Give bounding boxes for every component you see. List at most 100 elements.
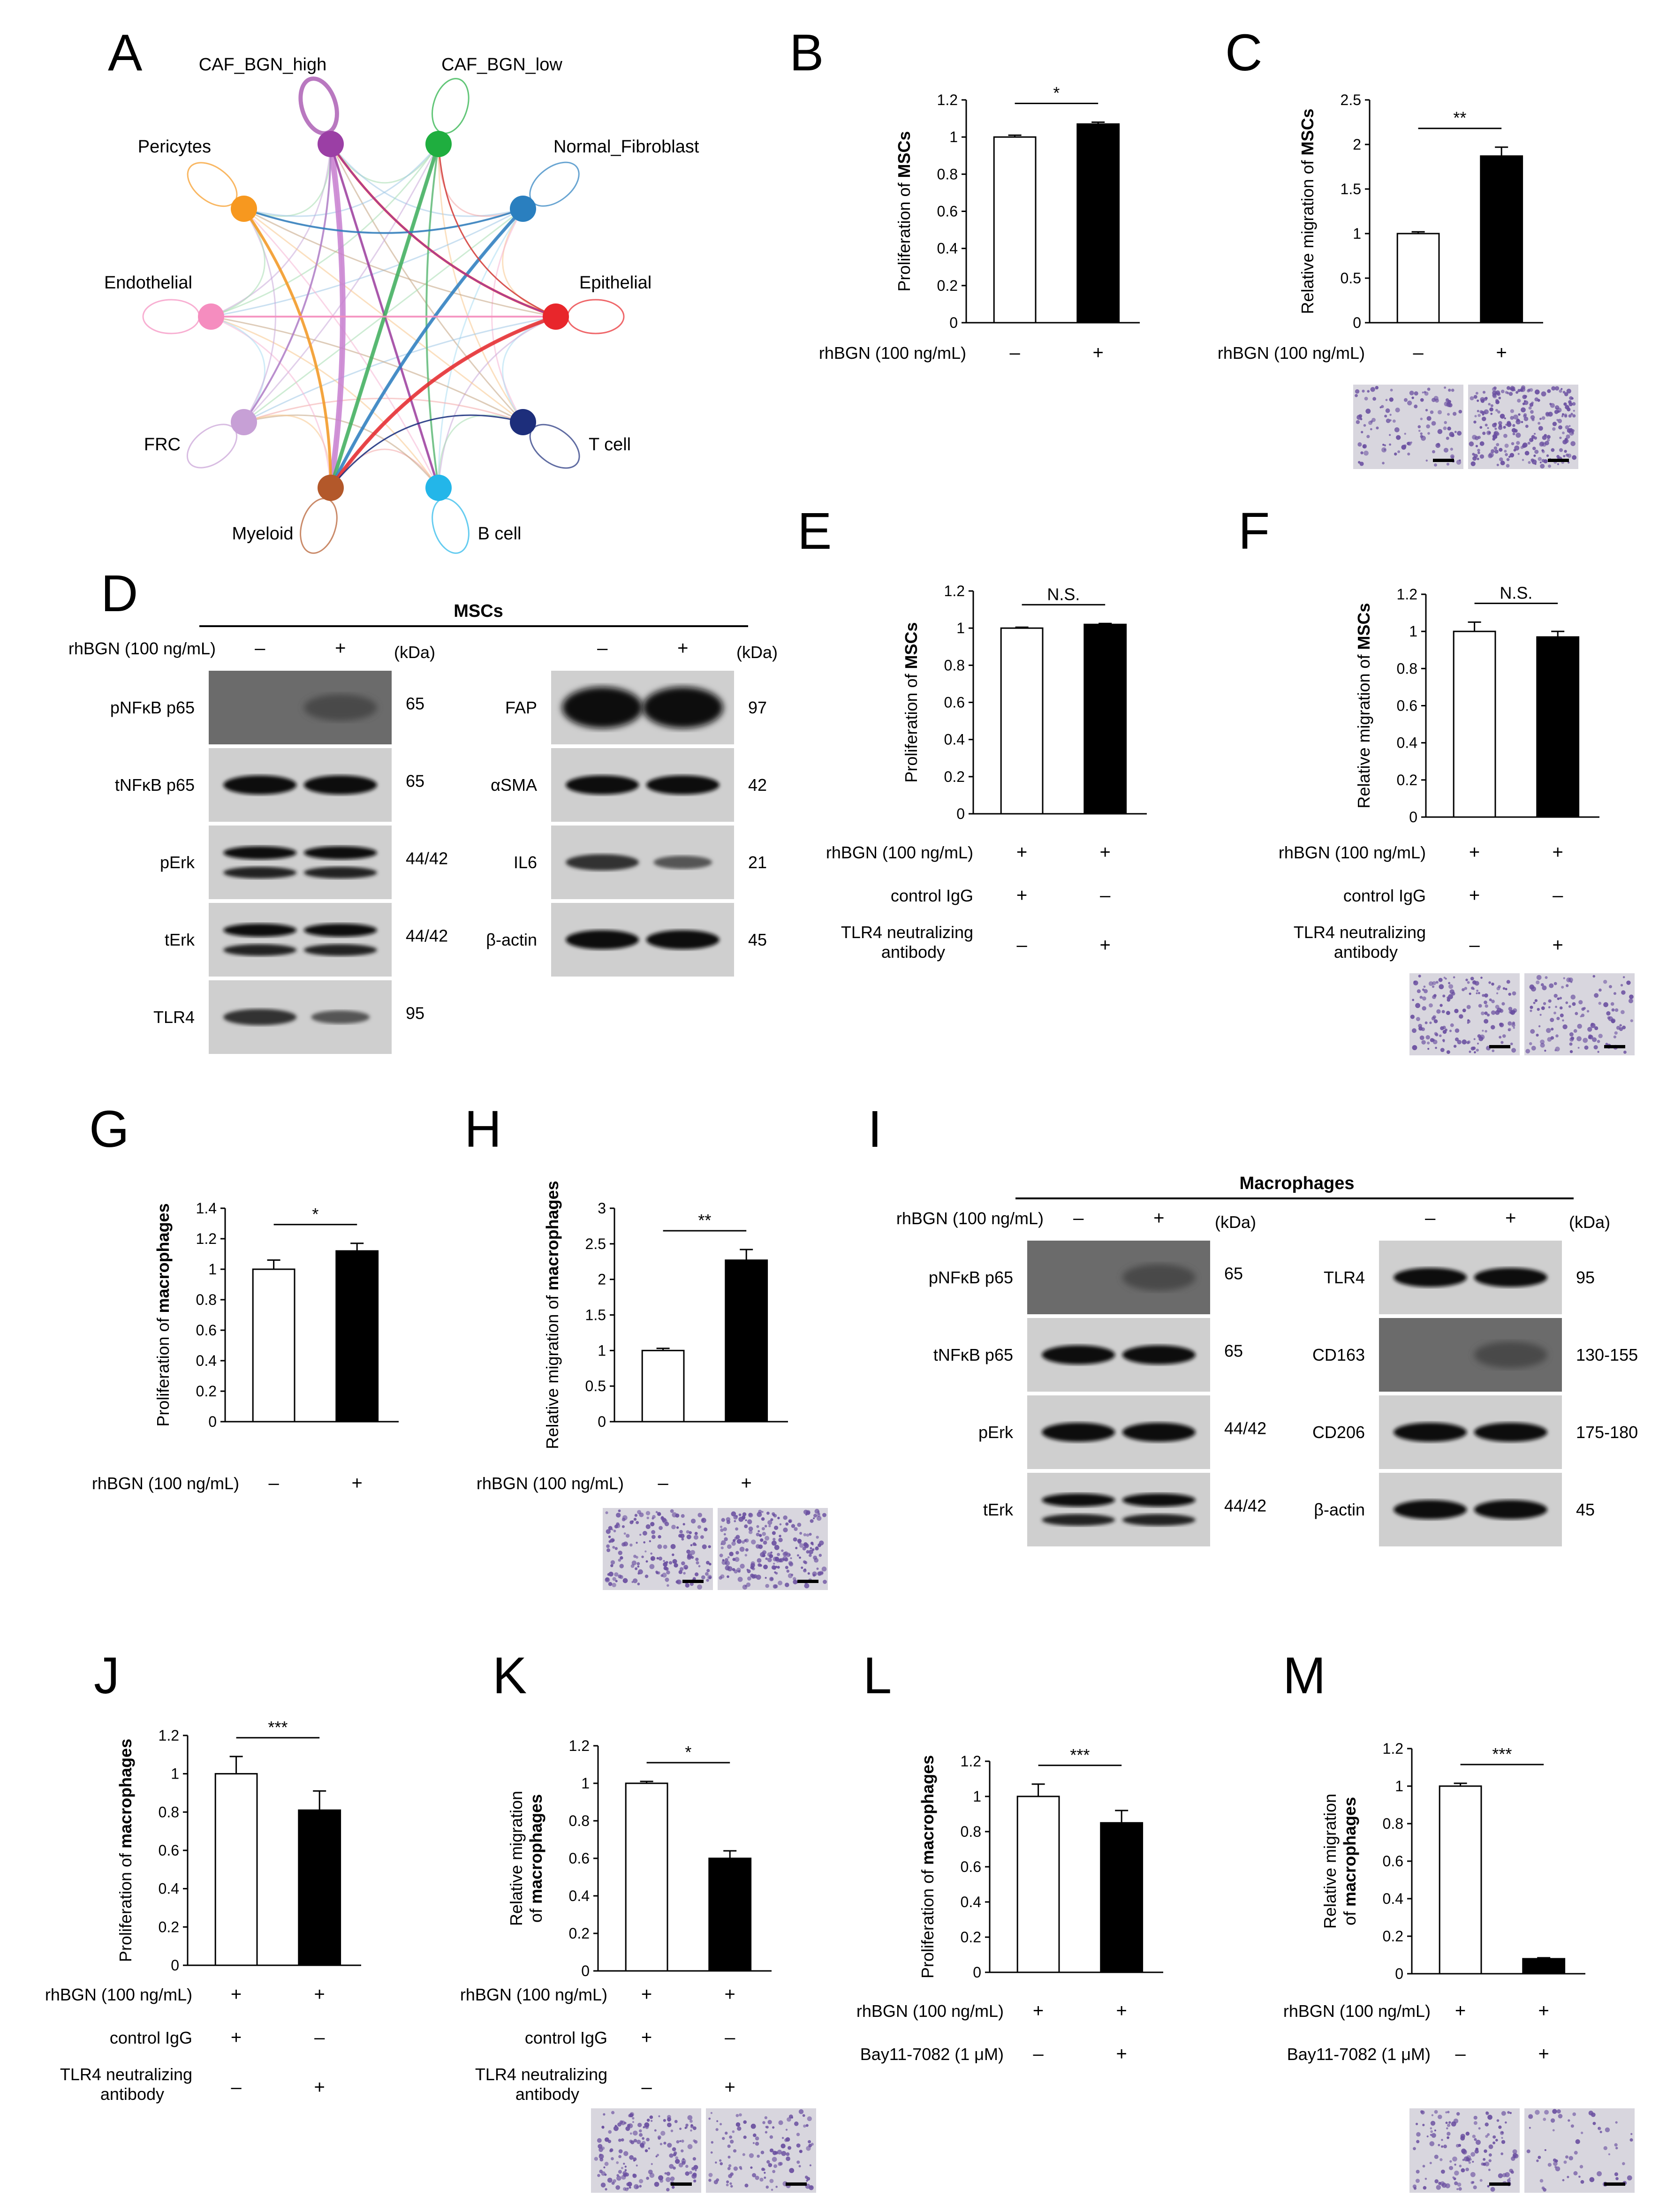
- stained-cell: [641, 1555, 644, 1558]
- stained-cell: [1581, 1014, 1585, 1017]
- stained-cell: [1541, 391, 1546, 397]
- stained-cell: [1559, 389, 1562, 393]
- stained-cell: [809, 1553, 812, 1557]
- blot-kda: 65: [1224, 1341, 1243, 1361]
- bar: [1453, 630, 1496, 818]
- stained-cell: [799, 1556, 801, 1559]
- stained-cell: [1431, 1016, 1436, 1021]
- blot-background: [209, 903, 392, 977]
- western-blot: [1027, 1395, 1210, 1469]
- stained-cell: [1467, 1040, 1471, 1044]
- stained-cell: [746, 1582, 751, 1587]
- stained-cell: [1571, 429, 1575, 432]
- y-tick-label: 0.8: [196, 1291, 217, 1308]
- stained-cell: [636, 2139, 641, 2144]
- stained-cell: [1509, 453, 1515, 458]
- western-blot: [1027, 1318, 1210, 1392]
- bar: [1396, 233, 1440, 324]
- stained-cell: [598, 2144, 603, 2149]
- stained-cell: [1506, 458, 1510, 462]
- stained-cell: [618, 2170, 622, 2174]
- stained-cell: [786, 2152, 790, 2156]
- stained-cell: [651, 1558, 653, 1561]
- stained-cell: [821, 1566, 827, 1572]
- stained-cell: [1501, 2111, 1506, 2116]
- stained-cell: [688, 1554, 690, 1556]
- stained-cell: [1450, 1023, 1454, 1027]
- y-tick-label: 0.6: [159, 1842, 179, 1859]
- stained-cell: [679, 1567, 684, 1571]
- stained-cell: [1363, 424, 1366, 427]
- stained-cell: [725, 1561, 730, 1566]
- stained-cell: [1561, 413, 1564, 416]
- stained-cell: [1572, 2112, 1576, 2116]
- stained-cell: [1429, 2162, 1432, 2165]
- stained-cell: [1412, 1028, 1417, 1033]
- network-edge: [211, 208, 265, 318]
- stained-cell: [1533, 1001, 1536, 1004]
- stained-cell: [651, 1535, 656, 1539]
- significance-label: **: [1453, 108, 1466, 128]
- stained-cell: [721, 1518, 725, 1522]
- stained-cell: [1447, 2136, 1450, 2139]
- stained-cell: [1433, 1019, 1438, 1023]
- stained-cell: [1443, 977, 1446, 979]
- stained-cell: [1580, 2180, 1584, 2184]
- stained-cell: [670, 2176, 675, 2182]
- stained-cell: [697, 1525, 701, 1529]
- stained-cell: [1567, 2175, 1569, 2178]
- stained-cell: [1426, 424, 1430, 429]
- stained-cell: [1446, 1011, 1450, 1015]
- stained-cell: [702, 1544, 707, 1549]
- stained-cell: [1542, 435, 1547, 440]
- stained-cell: [768, 1524, 771, 1528]
- stained-cell: [636, 2164, 638, 2167]
- stained-cell: [704, 1527, 708, 1531]
- stained-cell: [637, 1565, 640, 1568]
- significance-label: **: [698, 1211, 711, 1230]
- blot-band: [1042, 1345, 1115, 1364]
- network-edge: [438, 144, 524, 423]
- stained-cell: [1531, 459, 1537, 465]
- stained-cell: [1360, 451, 1364, 455]
- stained-cell: [744, 2183, 749, 2188]
- stained-cell: [618, 1558, 621, 1562]
- stained-cell: [1485, 1004, 1488, 1008]
- blot-label: tErk: [983, 1500, 1014, 1519]
- significance-label: N.S.: [1047, 584, 1080, 604]
- stained-cell: [806, 1511, 811, 1515]
- stained-cell: [697, 1584, 702, 1590]
- stained-cell: [1568, 425, 1571, 427]
- stained-cell: [719, 2159, 722, 2162]
- stained-cell: [671, 1524, 676, 1530]
- stained-cell: [724, 1537, 728, 1541]
- stained-cell: [1510, 416, 1514, 420]
- stained-cell: [618, 2155, 621, 2159]
- stained-cell: [1422, 996, 1426, 1001]
- stained-cell: [1501, 2131, 1504, 2134]
- stained-cell: [1357, 442, 1362, 447]
- stained-cell: [646, 2176, 650, 2180]
- stained-cell: [1422, 2123, 1425, 2127]
- network-edge: [211, 144, 439, 318]
- blot-band: [1474, 1268, 1547, 1287]
- stained-cell: [1453, 2118, 1459, 2124]
- stained-cell: [783, 1515, 788, 1520]
- stained-cell: [603, 2166, 606, 2168]
- self-loop: [432, 78, 470, 134]
- stained-cell: [1529, 402, 1534, 407]
- stained-cell: [1415, 2122, 1418, 2125]
- stained-cell: [618, 1509, 621, 1513]
- stained-cell: [1610, 1002, 1614, 1006]
- y-tick-label: 1.2: [1383, 1740, 1403, 1757]
- stained-cell: [812, 1571, 817, 1576]
- blot-label: TLR4: [1324, 1268, 1365, 1287]
- significance-label: ***: [1070, 1745, 1090, 1765]
- stained-cell: [664, 1522, 669, 1526]
- stained-cell: [1572, 414, 1576, 418]
- stained-cell: [1575, 1012, 1578, 1015]
- stained-cell: [778, 1580, 783, 1585]
- stained-cell: [793, 1579, 798, 1584]
